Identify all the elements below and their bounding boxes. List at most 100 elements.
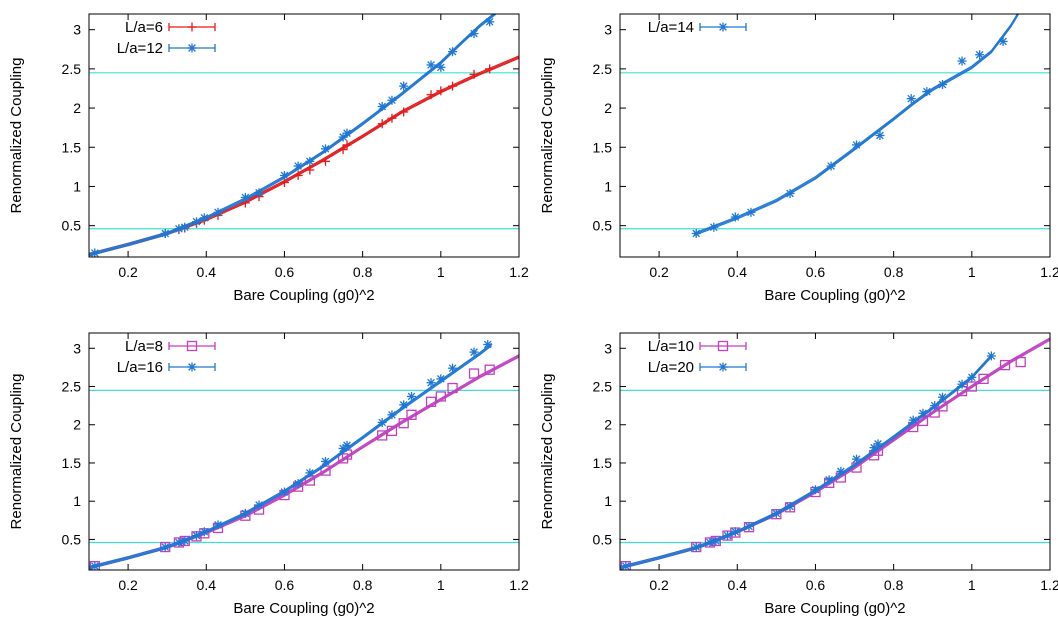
y-tick-label: 1 — [73, 178, 81, 194]
y-tick-label: 0.5 — [62, 531, 82, 547]
data-point — [621, 561, 631, 570]
y-tick-label: 1.5 — [593, 139, 613, 155]
data-point — [691, 228, 701, 238]
plot-area — [620, 337, 1050, 570]
x-tick-label: 0.4 — [197, 264, 217, 280]
data-point — [377, 430, 388, 441]
x-tick-label: 0.6 — [275, 264, 295, 280]
data-point — [406, 409, 417, 420]
y-tick-label: 3 — [73, 340, 81, 356]
data-point — [938, 392, 947, 402]
data-point — [338, 145, 348, 155]
data-point — [240, 508, 250, 518]
data-point — [836, 466, 846, 476]
x-axis-label: Bare Coupling (g0)^2 — [233, 287, 374, 304]
data-point — [174, 537, 184, 547]
data-point — [448, 81, 458, 91]
data-point — [448, 363, 458, 373]
data-point — [483, 339, 493, 349]
data-point — [938, 80, 947, 90]
data-point — [407, 391, 416, 401]
plot-frame — [88, 332, 520, 571]
y-tick-label: 3 — [604, 340, 612, 356]
fit-line-1 — [89, 355, 519, 569]
data-point — [192, 531, 201, 541]
data-point — [873, 439, 883, 449]
data-point — [387, 113, 397, 123]
data-point — [975, 50, 985, 60]
data-point — [254, 188, 264, 198]
data-point — [398, 418, 409, 429]
data-point — [279, 170, 289, 180]
fit-line-2 — [620, 355, 992, 569]
data-point — [387, 410, 397, 420]
data-point — [485, 64, 495, 74]
y-tick-label: 1.5 — [593, 455, 613, 471]
plot-frame — [619, 332, 1051, 571]
legend-marker — [718, 22, 728, 32]
data-point — [213, 207, 223, 217]
data-point — [1015, 356, 1026, 368]
data-point — [377, 417, 387, 427]
data-point — [160, 542, 170, 552]
data-point — [978, 373, 989, 385]
plot-frame — [88, 13, 520, 258]
legend-label: L/a=16 — [117, 359, 163, 376]
data-point — [279, 487, 289, 497]
data-point — [468, 368, 480, 379]
x-tick-label: 1.2 — [509, 264, 529, 280]
data-point — [447, 382, 458, 394]
data-point — [469, 69, 479, 79]
data-point — [469, 29, 479, 39]
x-tick-label: 0.2 — [118, 577, 138, 593]
data-point — [160, 228, 170, 238]
fit-line-2 — [620, 354, 992, 568]
data-point — [426, 378, 436, 388]
y-axis-label: Renormalized Coupling — [539, 374, 556, 530]
chart-panel-4: 0.2 0.4 0.6 0.8 1 1.2 0.5 1 1.5 2 2.5 3 Bare Couplin… — [539, 332, 1058, 617]
data-point — [999, 359, 1011, 371]
data-point — [986, 351, 996, 361]
data-point — [967, 372, 977, 382]
data-point — [293, 161, 303, 171]
data-point — [998, 36, 1008, 46]
data-point — [744, 521, 754, 531]
data-point — [199, 213, 209, 223]
data-point — [852, 140, 861, 150]
data-point — [399, 400, 409, 410]
fit-line-2 — [620, 356, 992, 570]
chart-panel-2: 0.2 0.4 0.6 0.8 1 1.2 0.5 1 1.5 2 2.5 3 Bare Couplin… — [539, 13, 1058, 304]
data-point — [180, 222, 190, 232]
y-tick-label: 1 — [604, 178, 612, 194]
data-point — [906, 94, 916, 104]
x-tick-label: 0.8 — [884, 577, 904, 593]
x-axis-label: Bare Coupling (g0)^2 — [233, 600, 374, 617]
data-point — [293, 170, 303, 180]
data-point — [930, 401, 940, 411]
y-tick-label: 1 — [73, 493, 81, 509]
data-point — [342, 140, 352, 150]
fit-line-1 — [694, 14, 1018, 234]
data-point — [342, 440, 352, 450]
fit-line-2 — [89, 342, 492, 568]
data-point — [826, 161, 836, 171]
data-point — [321, 156, 330, 166]
data-point — [436, 86, 446, 96]
data-point — [436, 374, 446, 384]
data-point — [709, 222, 719, 232]
data-point — [305, 165, 315, 175]
data-point — [957, 56, 967, 66]
y-tick-label: 3 — [73, 22, 81, 38]
data-point — [691, 542, 701, 552]
data-point — [305, 156, 315, 166]
fit-line-1 — [89, 57, 519, 257]
legend-marker — [187, 362, 197, 372]
data-point — [705, 537, 715, 547]
data-point — [484, 364, 495, 375]
data-point — [425, 396, 437, 407]
legend-label: L/a=8 — [125, 338, 163, 355]
legend-marker — [187, 43, 197, 53]
fit-line-1 — [89, 356, 519, 570]
x-tick-label: 1.2 — [1040, 264, 1058, 280]
y-tick-label: 0.5 — [593, 531, 613, 547]
